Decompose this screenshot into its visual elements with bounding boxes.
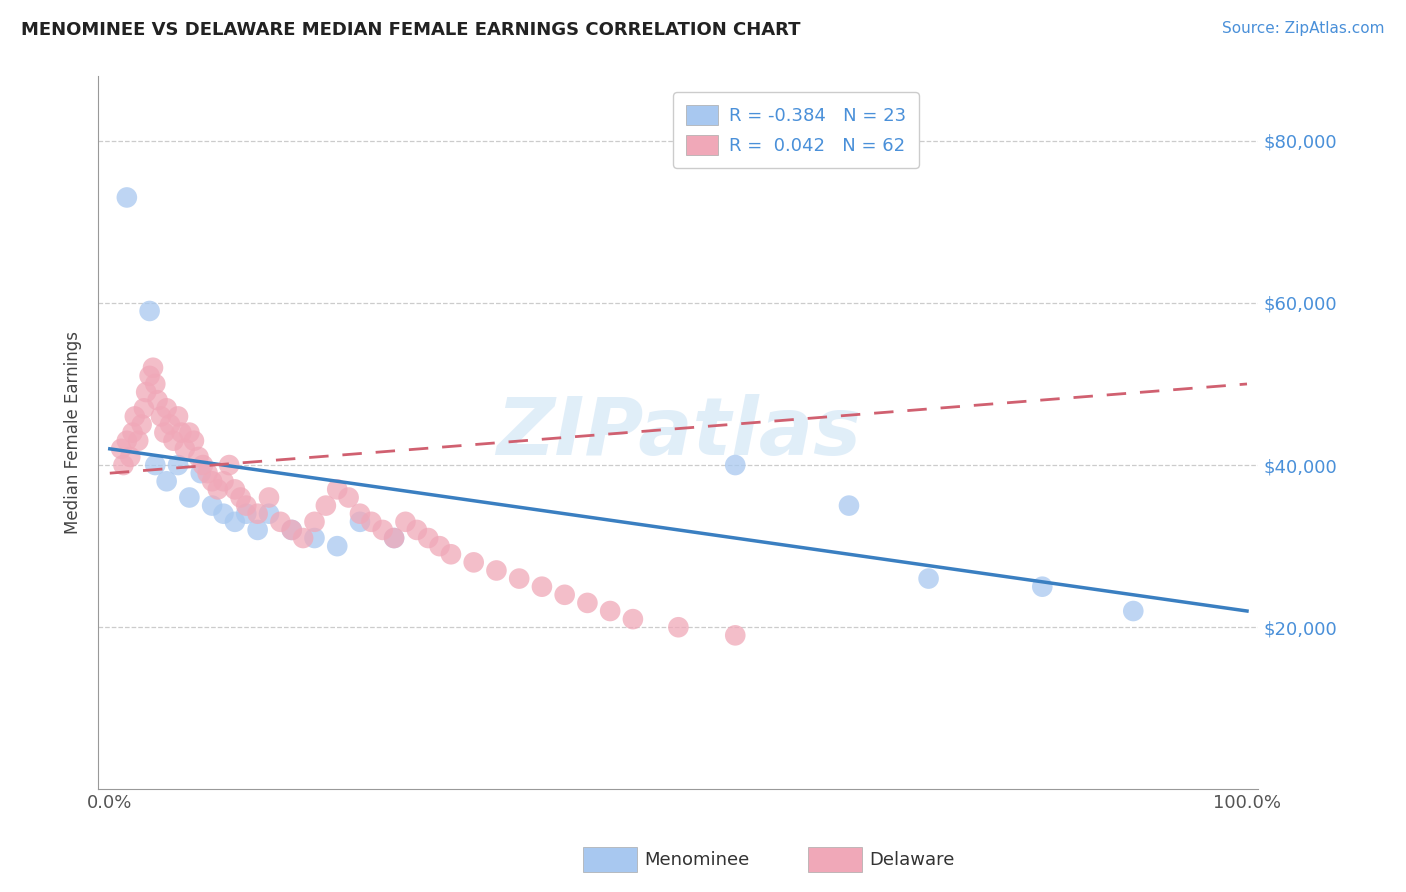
Point bbox=[724, 458, 747, 472]
Point bbox=[110, 442, 132, 456]
Point bbox=[153, 425, 176, 440]
Text: Menominee: Menominee bbox=[644, 851, 749, 869]
Point bbox=[292, 531, 315, 545]
Point bbox=[666, 620, 689, 634]
Point bbox=[167, 409, 190, 424]
Point bbox=[337, 491, 360, 505]
Text: MENOMINEE VS DELAWARE MEDIAN FEMALE EARNINGS CORRELATION CHART: MENOMINEE VS DELAWARE MEDIAN FEMALE EARN… bbox=[21, 21, 800, 38]
Point bbox=[485, 564, 508, 578]
Legend: R = -0.384   N = 23, R =  0.042   N = 62: R = -0.384 N = 23, R = 0.042 N = 62 bbox=[673, 92, 918, 168]
Point bbox=[187, 450, 209, 464]
Point bbox=[146, 393, 169, 408]
Point bbox=[269, 515, 291, 529]
Point bbox=[418, 531, 440, 545]
Point bbox=[127, 434, 149, 448]
Point bbox=[143, 458, 166, 472]
Point bbox=[917, 572, 939, 586]
Point bbox=[120, 450, 142, 464]
Point bbox=[349, 515, 371, 529]
Point bbox=[156, 475, 179, 489]
Point bbox=[281, 523, 304, 537]
Point bbox=[149, 409, 172, 424]
Point bbox=[576, 596, 599, 610]
Point bbox=[315, 499, 337, 513]
Point bbox=[197, 466, 219, 480]
Point bbox=[112, 458, 135, 472]
Point bbox=[281, 523, 304, 537]
Point bbox=[115, 434, 138, 448]
Point bbox=[159, 417, 181, 432]
Point bbox=[1031, 580, 1053, 594]
Point bbox=[257, 507, 280, 521]
Point bbox=[156, 401, 179, 416]
Point bbox=[349, 507, 371, 521]
Point bbox=[167, 458, 190, 472]
Point bbox=[218, 458, 240, 472]
Point bbox=[508, 572, 530, 586]
Text: ZIPatlas: ZIPatlas bbox=[496, 393, 860, 472]
Y-axis label: Median Female Earnings: Median Female Earnings bbox=[65, 331, 83, 534]
Point bbox=[394, 515, 416, 529]
Point bbox=[304, 531, 326, 545]
Point bbox=[724, 628, 747, 642]
Point bbox=[224, 515, 246, 529]
Point bbox=[207, 483, 229, 497]
Point bbox=[235, 507, 257, 521]
Point bbox=[838, 499, 860, 513]
Text: Source: ZipAtlas.com: Source: ZipAtlas.com bbox=[1222, 21, 1385, 36]
Point bbox=[326, 483, 349, 497]
Point bbox=[429, 539, 451, 553]
Point bbox=[179, 491, 201, 505]
Point bbox=[183, 434, 205, 448]
Point bbox=[121, 425, 143, 440]
Point bbox=[382, 531, 405, 545]
Point bbox=[440, 547, 463, 561]
Point bbox=[246, 523, 269, 537]
Point bbox=[162, 434, 184, 448]
Point bbox=[229, 491, 252, 505]
Point bbox=[124, 409, 146, 424]
Point bbox=[138, 368, 160, 383]
Point bbox=[405, 523, 427, 537]
Point bbox=[212, 475, 235, 489]
Point bbox=[257, 491, 280, 505]
Point bbox=[224, 483, 246, 497]
Point bbox=[173, 442, 195, 456]
Point bbox=[170, 425, 193, 440]
Point bbox=[142, 360, 165, 375]
Point bbox=[132, 401, 155, 416]
Point bbox=[326, 539, 349, 553]
Point bbox=[371, 523, 394, 537]
Point bbox=[382, 531, 405, 545]
Text: Delaware: Delaware bbox=[869, 851, 955, 869]
Point bbox=[135, 385, 157, 400]
Point bbox=[246, 507, 269, 521]
Point bbox=[599, 604, 621, 618]
Point bbox=[201, 499, 224, 513]
Point bbox=[360, 515, 382, 529]
Point bbox=[201, 475, 224, 489]
Point bbox=[530, 580, 553, 594]
Point bbox=[554, 588, 576, 602]
Point bbox=[131, 417, 153, 432]
Point bbox=[212, 507, 235, 521]
Point bbox=[143, 376, 166, 391]
Point bbox=[190, 466, 212, 480]
Point bbox=[304, 515, 326, 529]
Point bbox=[115, 190, 138, 204]
Point bbox=[1122, 604, 1144, 618]
Point bbox=[463, 555, 485, 569]
Point bbox=[179, 425, 201, 440]
Point bbox=[191, 458, 214, 472]
Point bbox=[138, 304, 160, 318]
Point bbox=[621, 612, 644, 626]
Point bbox=[235, 499, 257, 513]
